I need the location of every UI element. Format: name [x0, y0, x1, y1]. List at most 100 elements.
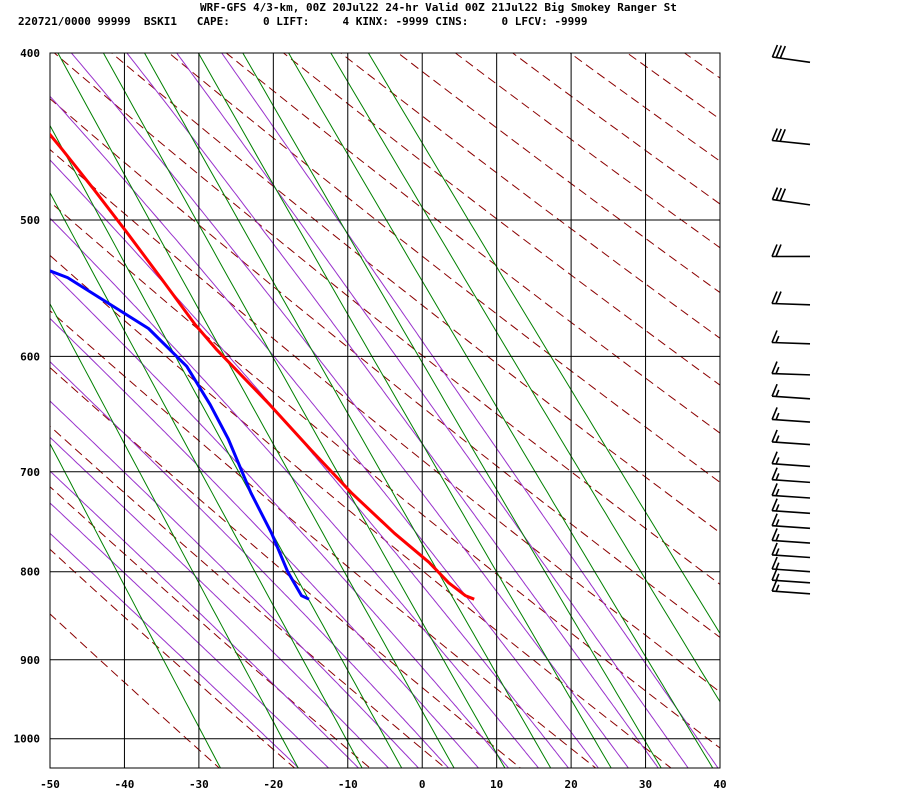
- wind-barb-shaft: [772, 579, 811, 584]
- y-tick-label: 600: [20, 350, 40, 363]
- moist-adiabat: [176, 53, 689, 768]
- dry-adiabat: [626, 53, 720, 120]
- dry-adiabat: [511, 53, 720, 205]
- wind-barb: [771, 244, 811, 258]
- dry-adiabat: [50, 366, 522, 768]
- moist-adiabat: [50, 470, 360, 768]
- dry-adiabat: [50, 201, 720, 749]
- wind-barb-feather: [775, 45, 783, 58]
- wind-barb: [771, 44, 811, 64]
- x-tick-label: 10: [490, 778, 503, 791]
- wind-barbs: [771, 44, 811, 595]
- dry-adiabat: [225, 53, 720, 434]
- dewpoint-profile: [50, 269, 310, 601]
- wind-barb: [771, 451, 811, 468]
- mixing-ratio-line: [197, 53, 612, 768]
- wind-barb-shaft: [772, 539, 811, 544]
- wind-barb: [771, 528, 811, 544]
- dry-adiabat: [50, 310, 597, 768]
- moist-adiabat: [50, 95, 600, 768]
- moist-adiabat: [221, 53, 719, 768]
- wind-barb-feather: [771, 383, 778, 397]
- wind-barb-feather: [771, 244, 778, 257]
- wind-barb: [771, 578, 811, 595]
- wind-barb: [771, 556, 811, 573]
- x-tick-label: 30: [639, 778, 652, 791]
- wind-barb-shaft: [772, 478, 811, 484]
- wind-barb-feather: [775, 435, 780, 443]
- wind-barb-feather: [775, 548, 780, 556]
- wind-barb-feather: [775, 457, 780, 465]
- dry-adiabat: [110, 53, 720, 534]
- moist-adiabat: [50, 270, 510, 768]
- mixing-ratio-line: [242, 53, 662, 768]
- dry-adiabat: [50, 486, 371, 768]
- dry-adiabat: [50, 148, 720, 693]
- wind-barb-feather: [771, 567, 778, 581]
- dry-adiabat: [50, 254, 672, 768]
- wind-barb: [771, 383, 811, 400]
- x-tick-label: -20: [263, 778, 283, 791]
- y-tick-label: 800: [20, 566, 40, 579]
- wind-barb: [771, 361, 811, 376]
- moist-adiabat: [50, 217, 540, 768]
- mixing-ratio-line: [50, 191, 363, 768]
- wind-barb-feather: [771, 291, 778, 304]
- mixing-ratio-line: [50, 124, 403, 768]
- wind-barb-feather: [775, 389, 780, 397]
- wind-barb-shaft: [771, 302, 811, 306]
- x-tick-label: -50: [40, 778, 60, 791]
- dry-adiabat: [442, 0, 900, 775]
- wind-barb-feather: [775, 519, 780, 527]
- dry-adiabat: [50, 98, 720, 639]
- wind-barb-feather: [775, 128, 782, 142]
- dry-adiabat: [683, 53, 720, 79]
- wind-barb-shaft: [772, 441, 811, 446]
- background-lines: [50, 0, 900, 775]
- wind-barb-feather: [775, 473, 780, 481]
- wind-barb-shaft: [772, 418, 811, 423]
- y-tick-label: 700: [20, 466, 40, 479]
- wind-barb-feather: [771, 528, 778, 541]
- wind-barb-feather: [771, 44, 779, 58]
- wind-barb-shaft: [772, 554, 811, 559]
- x-tick-label: -30: [189, 778, 209, 791]
- temperature-profile: [50, 132, 475, 601]
- moist-adiabat: [50, 532, 300, 768]
- x-tick-label: -40: [115, 778, 135, 791]
- wind-barb-feather: [775, 412, 780, 421]
- wind-barb: [771, 498, 811, 515]
- wind-barb-feather: [775, 291, 782, 304]
- chart-title: WRF-GFS 4/3-km, 00Z 20Jul22 24-hr Valid …: [200, 1, 677, 14]
- wind-barb-shaft: [772, 494, 811, 499]
- wind-barb-feather: [775, 504, 780, 512]
- dry-adiabat: [569, 53, 720, 162]
- dry-adiabat: [397, 53, 720, 294]
- wind-barb: [771, 542, 811, 559]
- mixing-ratio-line: [330, 53, 720, 703]
- dry-adiabat: [454, 53, 720, 249]
- wind-barb-shaft: [771, 341, 811, 345]
- wind-barb-shaft: [772, 462, 811, 468]
- mixing-ratio-line: [367, 53, 720, 635]
- wind-barb-feather: [771, 330, 778, 343]
- dry-adiabat: [50, 613, 221, 768]
- wind-barb-feather: [771, 429, 778, 443]
- wind-barb-feather: [775, 533, 780, 542]
- dry-adiabat: [53, 53, 720, 585]
- x-tick-label: -10: [338, 778, 358, 791]
- wind-barb-feather: [779, 188, 787, 202]
- x-tick-label: 0: [419, 778, 426, 791]
- wind-barb-shaft: [772, 590, 811, 595]
- wind-barb-feather: [771, 187, 779, 200]
- wind-barb-feather: [775, 366, 780, 375]
- mixing-ratio-line: [102, 53, 506, 768]
- x-tick-labels: -50 -40 -30 -20 -10 0 10 20 30 40: [40, 778, 727, 791]
- x-tick-label: 20: [564, 778, 577, 791]
- moist-adiabat: [50, 400, 420, 768]
- wind-barb-feather: [771, 498, 778, 512]
- wind-barb-feather: [771, 407, 778, 420]
- wind-barb-shaft: [772, 139, 811, 146]
- isotherms: [123, 53, 647, 768]
